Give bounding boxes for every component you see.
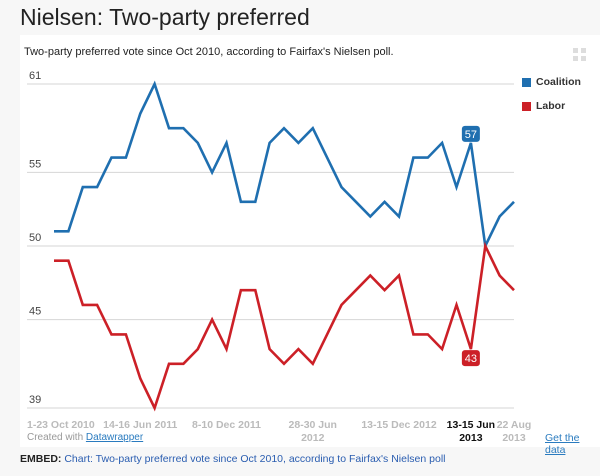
- embed-line: EMBED: Chart: Two-party preferred vote s…: [20, 453, 446, 465]
- chart-subtitle: Two-party preferred vote since Oct 2010,…: [24, 46, 394, 58]
- y-tick-label: 55: [29, 158, 41, 170]
- y-tick-label: 45: [29, 306, 41, 318]
- value-badge-labor: [461, 350, 480, 367]
- legend: Coalition Labor: [522, 76, 581, 124]
- y-tick-label: 61: [29, 70, 41, 82]
- legend-item-coalition[interactable]: Coalition: [522, 76, 581, 88]
- embed-label: EMBED:: [20, 453, 62, 465]
- get-data-link[interactable]: Get the data: [545, 432, 580, 456]
- page-title: Nielsen: Two-party preferred: [20, 4, 310, 30]
- legend-label-labor: Labor: [536, 100, 566, 112]
- datawrapper-link[interactable]: Datawrapper: [85, 432, 144, 443]
- x-tick-label: 22 Aug: [497, 419, 532, 431]
- value-badge-label: 43: [465, 353, 477, 365]
- x-tick-label: 28-30 Jun: [289, 419, 337, 431]
- y-tick-label: 50: [29, 232, 41, 244]
- x-tick-label: 14-16 Jun 2011: [103, 419, 177, 431]
- x-tick-label-line2: 2013: [502, 432, 526, 444]
- value-badge-coalition: [461, 125, 480, 142]
- y-tick-label: 39: [29, 394, 41, 406]
- legend-item-labor[interactable]: Labor: [522, 100, 581, 112]
- x-tick-label: 8-10 Dec 2011: [192, 419, 261, 431]
- value-badge-label: 57: [465, 129, 477, 141]
- x-tick-label: 13-15 Dec 2012: [361, 419, 436, 431]
- x-tick-label-line2: 2013: [459, 432, 483, 444]
- expand-icon[interactable]: [573, 48, 587, 62]
- x-tick-label-line2: 2012: [301, 432, 325, 444]
- x-tick-label: 1-23 Oct 2010: [27, 419, 95, 431]
- legend-swatch-coalition: [522, 77, 531, 87]
- chart-card: [20, 35, 600, 447]
- credit-prefix: Created with: [27, 432, 84, 443]
- series-line-labor: [54, 241, 515, 412]
- embed-link[interactable]: Chart: Two-party preferred vote since Oc…: [64, 453, 446, 465]
- legend-swatch-labor: [522, 101, 531, 111]
- legend-label-coalition: Coalition: [536, 76, 581, 88]
- credit: Created with Datawrapper: [27, 432, 143, 443]
- series-line-coalition: [54, 80, 515, 251]
- x-tick-label: 13-15 Jun: [447, 419, 495, 431]
